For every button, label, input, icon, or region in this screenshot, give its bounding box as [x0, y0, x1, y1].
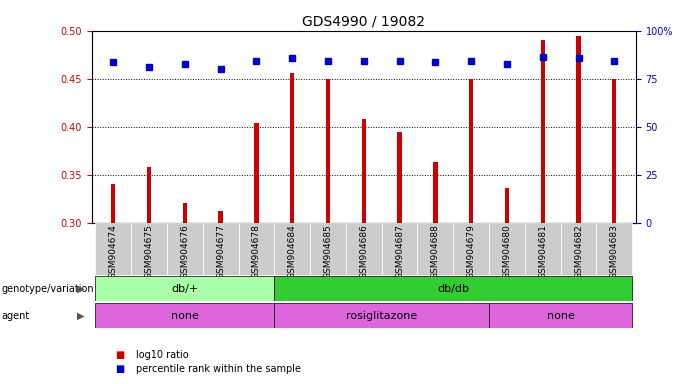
Text: GSM904675: GSM904675 — [145, 224, 154, 279]
Text: agent: agent — [1, 311, 30, 321]
Bar — [147, 167, 151, 223]
Bar — [397, 131, 402, 223]
Text: percentile rank within the sample: percentile rank within the sample — [136, 364, 301, 374]
Bar — [274, 276, 632, 301]
Text: GSM904681: GSM904681 — [539, 224, 547, 279]
Bar — [418, 223, 454, 275]
Bar — [560, 223, 596, 275]
Bar — [454, 223, 489, 275]
Text: GSM904682: GSM904682 — [574, 224, 583, 279]
Bar — [111, 184, 116, 223]
Bar — [274, 303, 489, 328]
Title: GDS4990 / 19082: GDS4990 / 19082 — [303, 14, 425, 28]
Bar — [326, 79, 330, 223]
Bar — [95, 223, 131, 275]
Text: GSM904676: GSM904676 — [180, 224, 189, 279]
Bar — [362, 119, 366, 223]
Bar — [218, 211, 223, 223]
Bar — [596, 223, 632, 275]
Text: rosiglitazone: rosiglitazone — [346, 311, 418, 321]
Text: genotype/variation: genotype/variation — [1, 284, 94, 294]
Text: ▶: ▶ — [76, 311, 84, 321]
Bar — [274, 223, 310, 275]
Bar — [167, 223, 203, 275]
Text: ■: ■ — [116, 350, 125, 360]
Bar — [525, 223, 560, 275]
Text: db/+: db/+ — [171, 284, 199, 294]
Text: GSM904685: GSM904685 — [324, 224, 333, 279]
Bar — [577, 36, 581, 223]
Text: none: none — [171, 311, 199, 321]
Bar — [612, 79, 617, 223]
Text: db/db: db/db — [437, 284, 469, 294]
Text: ▶: ▶ — [76, 284, 84, 294]
Bar — [433, 162, 437, 223]
Bar — [290, 73, 294, 223]
Bar — [489, 223, 525, 275]
Text: GSM904680: GSM904680 — [503, 224, 511, 279]
Bar — [541, 40, 545, 223]
Bar — [505, 188, 509, 223]
Text: GSM904677: GSM904677 — [216, 224, 225, 279]
Text: GSM904674: GSM904674 — [109, 224, 118, 279]
Text: GSM904687: GSM904687 — [395, 224, 404, 279]
Text: GSM904688: GSM904688 — [431, 224, 440, 279]
Bar — [131, 223, 167, 275]
Text: GSM904678: GSM904678 — [252, 224, 261, 279]
Bar — [489, 303, 632, 328]
Bar — [310, 223, 346, 275]
Bar — [239, 223, 274, 275]
Bar — [95, 303, 274, 328]
Bar — [381, 223, 418, 275]
Bar — [254, 123, 258, 223]
Bar — [203, 223, 239, 275]
Text: none: none — [547, 311, 575, 321]
Text: GSM904679: GSM904679 — [466, 224, 476, 279]
Text: GSM904686: GSM904686 — [359, 224, 369, 279]
Bar — [469, 79, 473, 223]
Bar — [95, 276, 274, 301]
Bar — [346, 223, 381, 275]
Text: ■: ■ — [116, 364, 125, 374]
Bar — [183, 203, 187, 223]
Text: GSM904683: GSM904683 — [610, 224, 619, 279]
Text: log10 ratio: log10 ratio — [136, 350, 188, 360]
Text: GSM904684: GSM904684 — [288, 224, 296, 279]
